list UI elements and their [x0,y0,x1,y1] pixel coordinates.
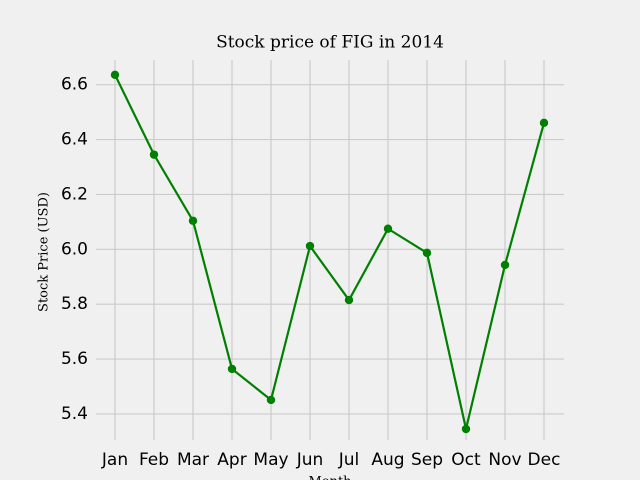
x-tick-label: May [253,450,288,470]
point [266,395,276,405]
x-tick-label: Nov [488,450,521,470]
point [110,70,120,80]
x-tick-label: Aug [371,450,404,470]
line [114,74,546,430]
point [344,295,354,305]
point [500,260,510,270]
point [305,241,315,251]
x-tick-label: Dec [528,450,561,470]
y-tick-label: 5.4 [61,404,88,424]
x-tick-label: Jan [101,450,128,470]
x-tick-label: Jun [296,450,324,470]
x-axis-label: Month [308,475,352,480]
x-tick-label: Sep [411,450,443,470]
point [461,424,471,434]
y-axis-label: Stock Price (USD) [37,192,52,312]
y-tick-label: 6.0 [61,239,88,259]
point [227,364,237,374]
point [539,118,549,128]
point [422,248,432,258]
x-tick-label: Mar [177,450,209,470]
point [188,216,198,225]
chart-title: Stock price of FIG in 2014 [216,33,444,53]
x-tick-label: Feb [139,450,169,470]
y-tick-label: 5.8 [61,294,88,314]
y-tick-label: 6.2 [61,184,88,204]
x-tick-label: Apr [217,450,246,470]
point [149,150,159,159]
y-tick-label: 6.6 [61,75,88,95]
y-tick-label: 5.6 [61,349,88,369]
x-tick-label: Jul [338,450,360,470]
y-tick-label: 6.4 [61,130,88,150]
x-tick-label: Oct [451,450,481,470]
point [383,224,393,233]
